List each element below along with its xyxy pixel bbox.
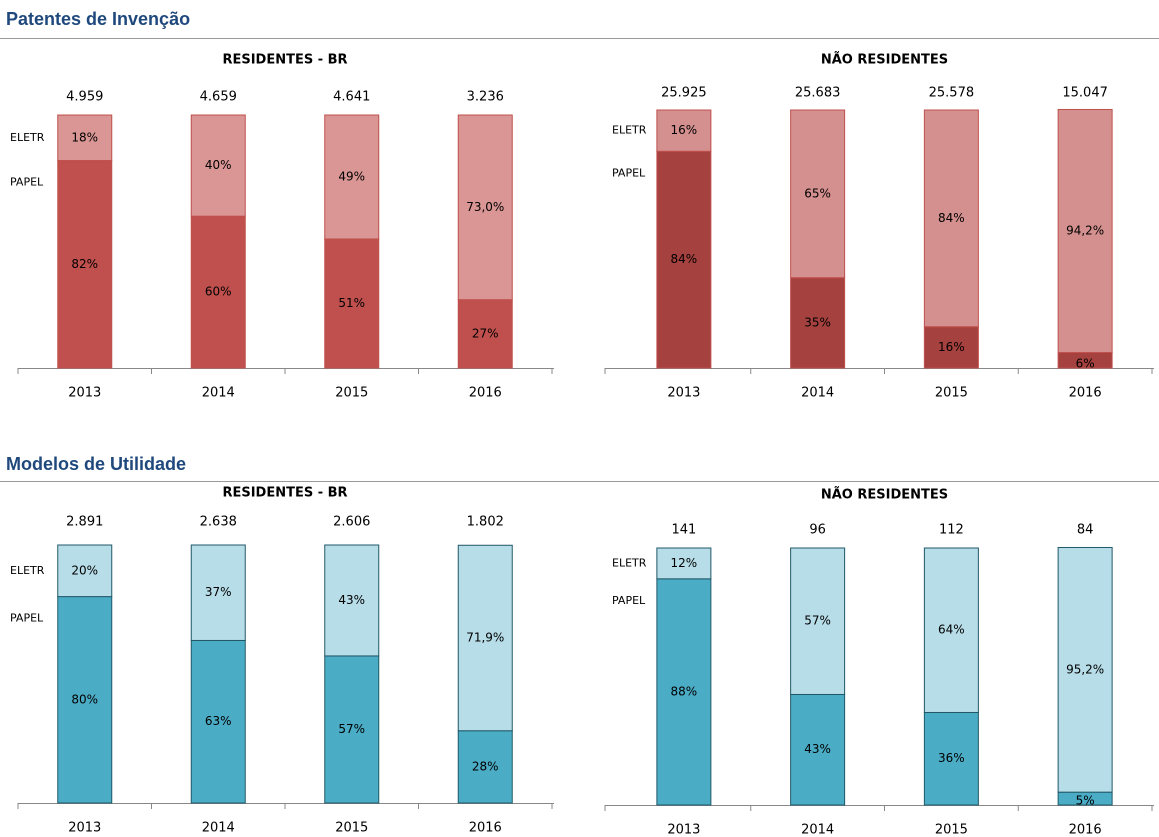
x-tick-label: 2014 bbox=[202, 386, 235, 401]
legend-label: PAPEL bbox=[612, 594, 646, 607]
total-label: 2.638 bbox=[200, 515, 237, 530]
total-label: 15.047 bbox=[1062, 86, 1108, 101]
legend-label: PAPEL bbox=[612, 166, 646, 179]
data-label: 80% bbox=[71, 692, 98, 706]
total-label: 2.891 bbox=[66, 515, 103, 530]
total-label: 25.578 bbox=[929, 86, 975, 101]
total-label: 84 bbox=[1077, 523, 1094, 538]
data-label: 64% bbox=[938, 623, 965, 637]
total-label: 141 bbox=[671, 523, 696, 538]
x-tick-label: 2013 bbox=[68, 386, 101, 401]
total-label: 1.802 bbox=[467, 515, 504, 530]
data-label: 12% bbox=[671, 556, 698, 570]
data-label: 57% bbox=[338, 722, 365, 736]
legend-label: PAPEL bbox=[10, 176, 44, 189]
legend-label: ELETR bbox=[10, 564, 45, 577]
x-tick-label: 2016 bbox=[469, 386, 502, 401]
data-label: 84% bbox=[671, 252, 698, 266]
x-tick-label: 2016 bbox=[1069, 823, 1102, 837]
x-tick-label: 2015 bbox=[335, 386, 368, 401]
x-tick-label: 2013 bbox=[667, 386, 700, 401]
data-label: 88% bbox=[671, 684, 698, 698]
total-label: 3.236 bbox=[467, 90, 504, 105]
total-label: 96 bbox=[809, 523, 826, 538]
total-label: 112 bbox=[939, 523, 964, 538]
total-label: 25.683 bbox=[795, 86, 841, 101]
total-label: 4.641 bbox=[333, 90, 370, 105]
data-label: 20% bbox=[71, 563, 98, 577]
section-heading: Patentes de Invenção bbox=[6, 9, 190, 29]
legend-label: ELETR bbox=[612, 124, 647, 137]
chart-title: NÃO RESIDENTES bbox=[821, 487, 948, 503]
data-label: 65% bbox=[804, 186, 831, 200]
legend-label: ELETR bbox=[612, 556, 647, 569]
x-tick-label: 2016 bbox=[469, 821, 502, 836]
total-label: 25.925 bbox=[661, 86, 707, 101]
x-tick-label: 2014 bbox=[801, 823, 834, 837]
data-label: 16% bbox=[938, 340, 965, 354]
x-tick-label: 2014 bbox=[202, 821, 235, 836]
data-label: 94,2% bbox=[1066, 224, 1104, 238]
data-label: 28% bbox=[472, 759, 499, 773]
chart-title: RESIDENTES - BR bbox=[222, 53, 347, 68]
x-tick-label: 2016 bbox=[1069, 386, 1102, 401]
data-label: 37% bbox=[205, 585, 232, 599]
x-tick-label: 2013 bbox=[667, 823, 700, 837]
data-label: 6% bbox=[1076, 357, 1095, 371]
legend-label: ELETR bbox=[10, 131, 45, 144]
data-label: 18% bbox=[71, 130, 98, 144]
data-label: 57% bbox=[804, 614, 831, 628]
data-label: 16% bbox=[671, 123, 698, 137]
x-tick-label: 2014 bbox=[801, 386, 834, 401]
section-heading: Modelos de Utilidade bbox=[6, 454, 186, 474]
total-label: 2.606 bbox=[333, 515, 370, 530]
data-label: 82% bbox=[71, 257, 98, 271]
data-label: 5% bbox=[1076, 794, 1095, 808]
data-label: 73,0% bbox=[466, 200, 504, 214]
x-tick-label: 2015 bbox=[335, 821, 368, 836]
data-label: 43% bbox=[338, 593, 365, 607]
total-label: 4.959 bbox=[66, 90, 103, 105]
data-label: 40% bbox=[205, 158, 232, 172]
x-tick-label: 2015 bbox=[935, 823, 968, 837]
data-label: 35% bbox=[804, 315, 831, 329]
x-tick-label: 2015 bbox=[935, 386, 968, 401]
x-tick-label: 2013 bbox=[68, 821, 101, 836]
data-label: 60% bbox=[205, 285, 232, 299]
data-label: 43% bbox=[804, 742, 831, 756]
data-label: 51% bbox=[338, 296, 365, 310]
data-label: 27% bbox=[472, 326, 499, 340]
chart-title: NÃO RESIDENTES bbox=[821, 52, 948, 68]
data-label: 49% bbox=[338, 169, 365, 183]
data-label: 36% bbox=[938, 751, 965, 765]
data-label: 71,9% bbox=[466, 631, 504, 645]
data-label: 84% bbox=[938, 211, 965, 225]
data-label: 95,2% bbox=[1066, 662, 1104, 676]
data-label: 63% bbox=[205, 714, 232, 728]
chart-title: RESIDENTES - BR bbox=[222, 486, 347, 501]
legend-label: PAPEL bbox=[10, 612, 44, 625]
total-label: 4.659 bbox=[200, 90, 237, 105]
